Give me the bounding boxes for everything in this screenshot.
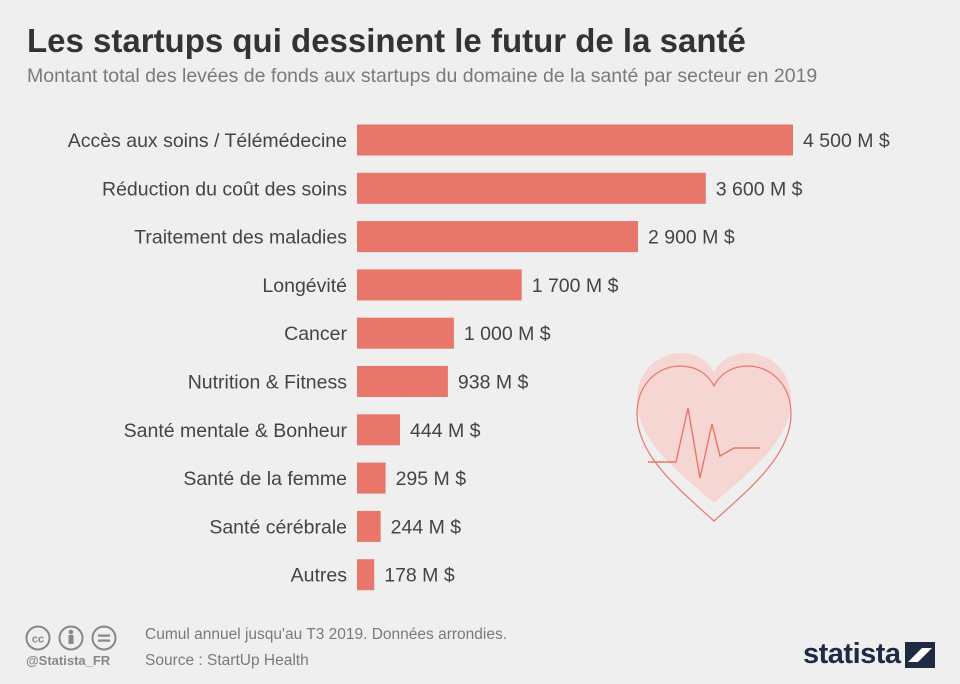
footer-note: Cumul annuel jusqu'au T3 2019. Données a… bbox=[145, 626, 507, 643]
category-label: Santé de la femme bbox=[183, 468, 347, 490]
by-icon bbox=[58, 625, 84, 651]
statista-mark-icon bbox=[904, 641, 935, 668]
bar bbox=[357, 414, 401, 446]
value-label: 444 M $ bbox=[410, 420, 481, 442]
cc-icon: cc bbox=[25, 625, 51, 651]
twitter-handle: @Statista_FR bbox=[26, 653, 111, 668]
heart-outline-icon bbox=[636, 365, 792, 522]
bar bbox=[357, 124, 793, 156]
bar bbox=[357, 510, 381, 542]
category-label: Cancer bbox=[284, 323, 347, 345]
bar bbox=[357, 269, 522, 301]
value-label: 295 M $ bbox=[396, 468, 467, 490]
category-label: Nutrition & Fitness bbox=[188, 372, 348, 394]
bar bbox=[357, 172, 706, 204]
svg-text:cc: cc bbox=[32, 634, 44, 646]
chart-title: Les startups qui dessinent le futur de l… bbox=[27, 22, 746, 59]
value-label: 1 700 M $ bbox=[532, 275, 619, 297]
bar bbox=[357, 462, 386, 494]
value-label: 178 M $ bbox=[384, 565, 455, 587]
heart-shape-icon bbox=[637, 353, 791, 503]
category-label: Accès aux soins / Télémédecine bbox=[68, 130, 347, 152]
bar-chart: Accès aux soins / Télémédecine 4 500 M $ R… bbox=[68, 124, 890, 591]
value-label: 1 000 M $ bbox=[464, 323, 551, 345]
bar bbox=[357, 559, 375, 591]
bar bbox=[357, 317, 454, 349]
heart-illustration bbox=[636, 353, 792, 522]
license-icons: cc bbox=[24, 624, 124, 657]
chart-subtitle: Montant total des levées de fonds aux st… bbox=[27, 65, 818, 87]
category-label: Longévité bbox=[262, 275, 347, 297]
footer-source: Source : StartUp Health bbox=[145, 652, 309, 669]
nd-icon bbox=[91, 625, 117, 651]
statista-logo[interactable]: statista bbox=[803, 638, 935, 671]
category-label: Santé cérébrale bbox=[209, 516, 347, 538]
logo-wordmark: statista bbox=[803, 638, 901, 670]
bar bbox=[357, 221, 638, 253]
category-label: Santé mentale & Bonheur bbox=[124, 420, 348, 442]
bar bbox=[357, 366, 448, 397]
category-label: Autres bbox=[291, 565, 348, 587]
value-label: 938 M $ bbox=[458, 372, 529, 394]
value-label: 2 900 M $ bbox=[648, 227, 735, 249]
category-label: Réduction du coût des soins bbox=[102, 178, 347, 200]
value-label: 244 M $ bbox=[391, 516, 462, 538]
heartbeat-line-icon bbox=[648, 407, 760, 479]
value-label: 3 600 M $ bbox=[716, 178, 803, 200]
category-label: Traitement des maladies bbox=[134, 227, 347, 249]
value-label: 4 500 M $ bbox=[803, 130, 890, 152]
